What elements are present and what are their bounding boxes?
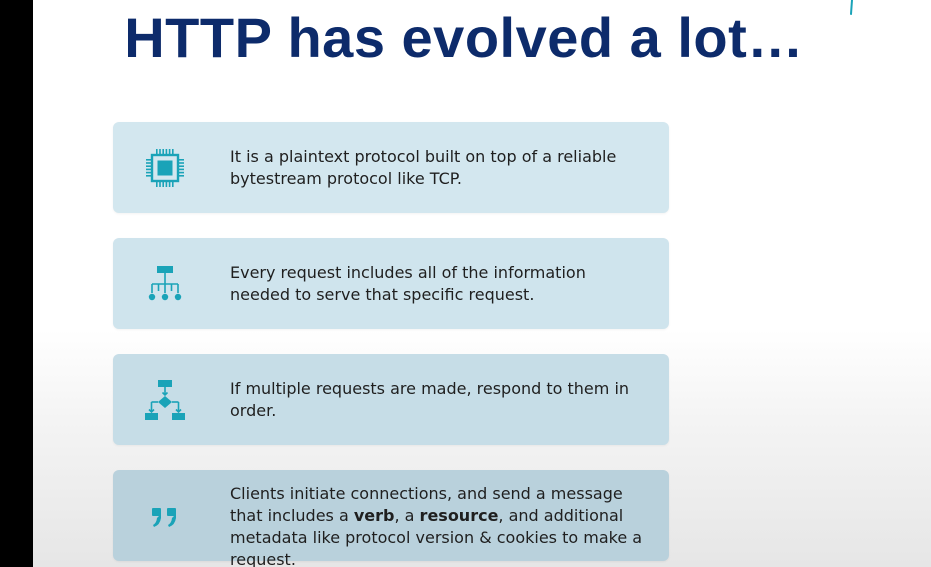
- card-text-part: , and additional metadata like protocol …: [230, 506, 643, 567]
- card-text: It is a plaintext protocol built on top …: [230, 147, 617, 188]
- quotation-marks-icon: [143, 494, 187, 538]
- info-card-in-order-responses: If multiple requests are made, respond t…: [113, 354, 669, 445]
- info-card-plaintext-protocol: It is a plaintext protocol built on top …: [113, 122, 669, 213]
- card-text: If multiple requests are made, respond t…: [230, 379, 630, 420]
- hierarchy-tree-icon: [143, 262, 187, 306]
- card-text-part: , a: [394, 506, 420, 525]
- slide-title: HTTP has evolved a lot…: [124, 6, 804, 69]
- card-text-part: Clients initiate connections, and send a…: [230, 484, 623, 525]
- info-card-client-message: Clients initiate connections, and send a…: [113, 470, 669, 567]
- annotation-ink-mark: [850, 0, 853, 15]
- slide: HTTP has evolved a lot…: [33, 0, 931, 567]
- flowchart-icon: [143, 378, 187, 422]
- keyword-resource: resource: [419, 506, 499, 525]
- info-card-stateless-request: Every request includes all of the inform…: [113, 238, 669, 329]
- card-text: Every request includes all of the inform…: [230, 263, 586, 304]
- card-text: Clients initiate connections, and send a…: [230, 483, 649, 567]
- keyword-verb: verb: [353, 506, 395, 525]
- processor-chip-icon: [143, 146, 187, 190]
